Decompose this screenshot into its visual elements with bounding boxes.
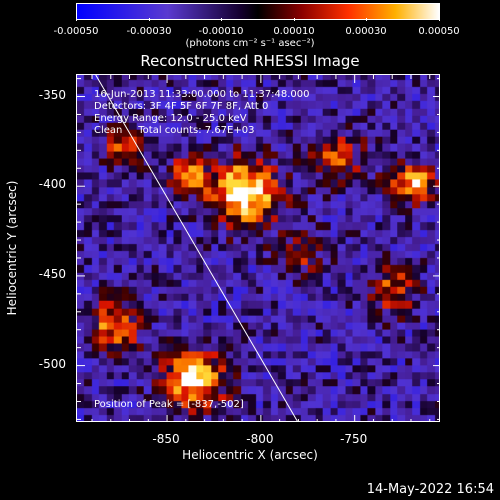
colorbar-tick-label: 0.00010 — [273, 26, 315, 37]
x-axis-label: Heliocentric X (arcsec) — [182, 448, 318, 462]
x-tick-label: -800 — [246, 432, 274, 446]
y-tick-label: -400 — [38, 177, 66, 192]
solar-limb-line — [95, 75, 298, 421]
colorbar-gradient — [76, 3, 440, 20]
date-stamp: 14-May-2022 16:54 — [366, 482, 494, 497]
plot-overlay — [77, 75, 439, 421]
colorbar-units: (photons cm⁻² s⁻¹ asec⁻²) — [185, 38, 315, 49]
y-tick-label: -450 — [38, 266, 66, 281]
heatmap-image — [77, 75, 439, 421]
info-total-counts: Clean Total counts: 7.67E+03 — [94, 125, 255, 136]
colorbar-tick-label: -0.00030 — [126, 26, 172, 37]
plot-area — [76, 74, 440, 422]
chart-title: Reconstructed RHESSI Image — [140, 52, 360, 70]
y-axis-label: Heliocentric Y (arcsec) — [5, 180, 19, 316]
info-energy-range: Energy Range: 12.0 - 25.0 keV — [94, 113, 247, 124]
colorbar-tick-label: -0.00010 — [198, 26, 244, 37]
x-tick-label: -850 — [152, 432, 180, 446]
colorbar-tick-label: 0.00050 — [418, 26, 460, 37]
info-time-range: 16-Jun-2013 11:33:00.000 to 11:37:48.000 — [94, 89, 310, 100]
colorbar-tick-label: 0.00030 — [345, 26, 387, 37]
info-detectors: Detectors: 3F 4F 5F 6F 7F 8F, Att 0 — [94, 101, 269, 112]
colorbar-tick-label: -0.00050 — [53, 26, 99, 37]
y-tick-label: -500 — [38, 356, 66, 371]
info-peak-position: Position of Peak = [-837,-502] — [94, 399, 244, 410]
x-tick-label: -750 — [340, 432, 368, 446]
y-tick-label: -350 — [38, 87, 66, 102]
